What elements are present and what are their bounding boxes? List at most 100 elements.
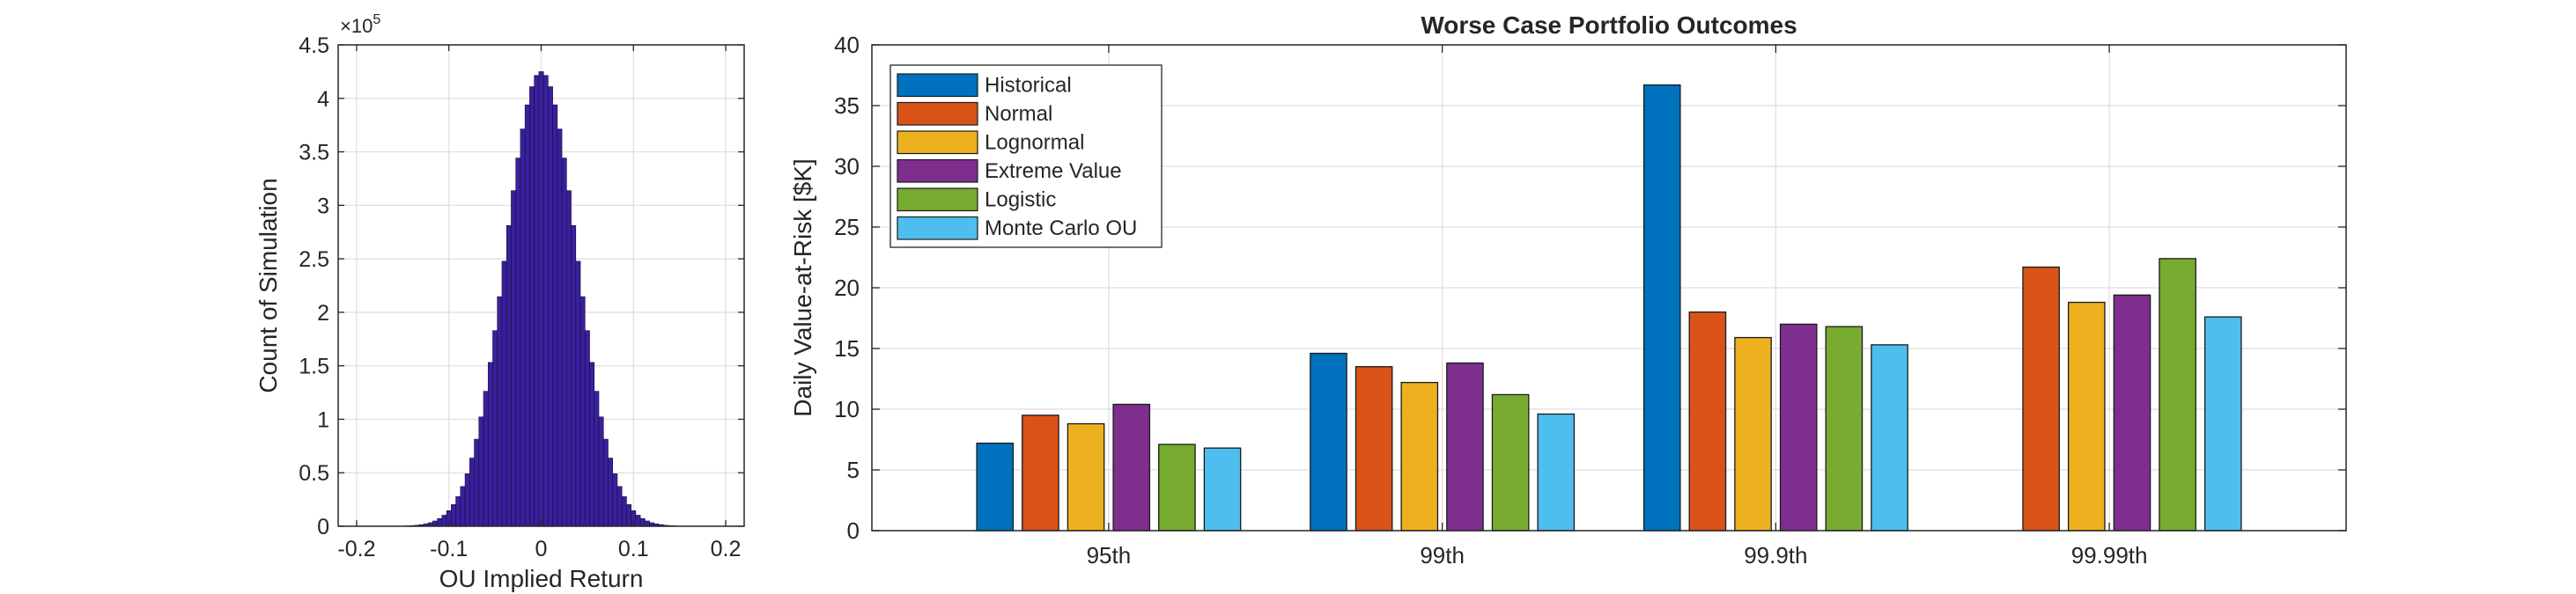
histogram-x-axis-label: OU Implied Return <box>439 565 644 592</box>
histogram-bin <box>594 391 600 527</box>
var-bar-chart: 0 5 10 15 20 25 30 35 40 95th 99th 99.9th 99.99th Wo… <box>789 11 2347 568</box>
histogram-bin <box>501 260 507 527</box>
histogram-bin <box>515 158 521 527</box>
histogram-bin <box>469 458 475 527</box>
histogram-bin <box>571 224 577 527</box>
bar <box>1203 447 1242 532</box>
bar <box>2067 301 2106 532</box>
histogram-bin <box>557 128 563 527</box>
histogram-bin <box>561 158 567 527</box>
histogram-bin <box>616 486 623 527</box>
bar <box>1734 336 1772 532</box>
histogram-bin <box>589 362 595 527</box>
histogram-bin <box>584 330 590 527</box>
bar <box>1825 326 1864 532</box>
histogram-bin <box>645 520 650 527</box>
legend-label: Monte Carlo OU <box>985 216 1137 240</box>
histogram-y-axis-label: Count of Simulation <box>255 178 282 392</box>
bar-y-tick-label: 20 <box>834 275 860 301</box>
legend-label: Lognormal <box>985 131 1084 155</box>
legend: Historical Normal Lognormal Extreme Value Lo… <box>889 64 1163 248</box>
bar-y-tick-label: 5 <box>847 457 860 483</box>
histogram-bin <box>437 517 443 527</box>
histogram-x-tick-label: -0.2 <box>337 537 375 561</box>
histogram-bin <box>635 515 641 527</box>
histogram-bin <box>483 391 489 527</box>
bar <box>2159 258 2196 532</box>
histogram-bin <box>639 517 646 527</box>
bar <box>1491 393 1530 532</box>
histogram-bin <box>478 416 484 527</box>
bar-y-tick-label: 25 <box>834 214 860 240</box>
chart-title: Worse Case Portfolio Outcomes <box>1421 11 1797 39</box>
histogram-bin <box>441 515 447 527</box>
histogram-y-tick-label: 1 <box>317 407 329 432</box>
histogram-x-tick-label: -0.1 <box>430 537 468 561</box>
histogram-bin <box>451 504 456 527</box>
histogram-bin <box>566 190 572 527</box>
bar <box>1642 84 1681 532</box>
histogram-bin <box>598 416 604 527</box>
bar-ticks: 0 5 10 15 20 25 30 35 40 95th 99th 99.9th 99.99th <box>834 32 2346 568</box>
histogram-bin <box>552 104 558 527</box>
histogram-bin <box>579 296 586 527</box>
legend-swatch <box>897 187 978 212</box>
legend-swatch <box>897 101 978 126</box>
category-label: 99th <box>1420 542 1465 568</box>
histogram-bin <box>612 473 618 527</box>
histogram-y-tick-label: 3.5 <box>299 141 329 165</box>
legend-swatch <box>897 73 978 98</box>
histogram-bin <box>520 128 526 527</box>
histogram-bin <box>464 473 470 527</box>
category-label: 95th <box>1087 542 1132 568</box>
histogram-y-tick-label: 4 <box>317 87 329 112</box>
bar-y-tick-label: 35 <box>834 92 860 119</box>
histogram-chart: -0.2 -0.1 0 0.1 0.2 0 0.5 1 1.5 2 2.5 3 3.5 4 4.5 ×105… <box>255 12 745 592</box>
bar <box>976 442 1015 532</box>
histogram-bin <box>474 438 480 527</box>
legend-swatch <box>897 216 978 240</box>
histogram-bin <box>543 75 549 527</box>
histogram-bin <box>487 362 493 527</box>
legend-label: Logistic <box>985 188 1056 212</box>
bar-y-axis-label: Daily Value-at-Risk [$K] <box>789 158 816 417</box>
histogram-bin <box>621 496 627 527</box>
histogram-y-tick-label: 2.5 <box>299 247 329 272</box>
category-label: 99.99th <box>2071 542 2148 568</box>
category-label: 99.9th <box>1744 542 1807 568</box>
bar <box>1158 444 1196 532</box>
bar <box>1871 344 1908 532</box>
bar-y-tick-label: 40 <box>834 32 860 58</box>
histogram-y-tick-label: 2 <box>317 301 329 326</box>
histogram-bin <box>548 86 553 527</box>
bar-y-tick-label: 10 <box>834 396 860 422</box>
bar <box>2113 294 2152 532</box>
histogram-x-tick-label: 0 <box>535 537 548 561</box>
histogram-bin <box>455 496 461 527</box>
legend-swatch <box>897 158 978 183</box>
bar <box>2022 266 2060 532</box>
histogram-bin <box>432 520 438 527</box>
y-exponent-label: ×105 <box>340 12 380 37</box>
histogram-bin <box>538 71 544 527</box>
histogram-bin <box>460 486 466 527</box>
histogram-ticks: -0.2 -0.1 0 0.1 0.2 0 0.5 1 1.5 2 2.5 3 3.5 4 4.5 <box>299 33 744 561</box>
histogram-bin <box>534 75 540 527</box>
bar-y-tick-label: 15 <box>834 335 860 362</box>
legend-label: Historical <box>985 74 1072 98</box>
bar-bars <box>976 84 2242 532</box>
bar-axes-box <box>871 44 2347 532</box>
histogram-bin <box>529 86 535 527</box>
histogram-bin <box>506 224 512 527</box>
bar <box>1067 422 1105 532</box>
bar <box>1354 366 1393 532</box>
bar <box>2203 316 2242 532</box>
histogram-axes-box <box>337 44 745 527</box>
histogram-bin <box>511 190 516 527</box>
bar <box>1537 413 1576 532</box>
histogram-bin <box>626 504 631 527</box>
histogram-y-tick-label: 3 <box>317 194 329 218</box>
bar <box>1688 311 1727 532</box>
histogram-bin <box>497 296 503 527</box>
